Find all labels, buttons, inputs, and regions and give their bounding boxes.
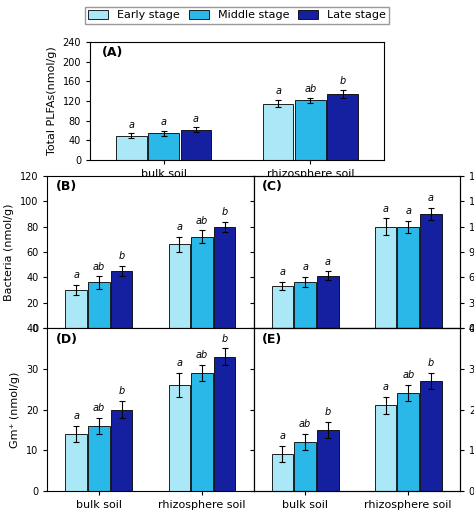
Text: ab: ab	[299, 419, 311, 429]
Text: (B): (B)	[55, 181, 77, 193]
Bar	[88, 426, 109, 491]
Text: ab: ab	[196, 216, 208, 226]
Text: a: a	[325, 257, 331, 267]
Bar	[181, 130, 211, 160]
Text: (D): (D)	[55, 333, 78, 346]
Bar	[65, 290, 87, 328]
Text: b: b	[118, 386, 125, 396]
Bar	[116, 135, 146, 160]
Y-axis label: Gm⁺ (nmol/g): Gm⁺ (nmol/g)	[10, 371, 20, 448]
Text: a: a	[176, 358, 182, 368]
Text: ab: ab	[196, 350, 208, 360]
Bar	[398, 393, 419, 491]
Text: a: a	[302, 262, 308, 272]
Bar	[169, 385, 190, 491]
Bar	[375, 227, 396, 328]
Bar	[317, 276, 338, 328]
Text: ab: ab	[93, 403, 105, 413]
Text: a: a	[73, 270, 79, 280]
Bar	[111, 410, 132, 491]
Bar	[111, 271, 132, 328]
Bar	[88, 282, 109, 328]
Y-axis label: Bacteria (nmol/g): Bacteria (nmol/g)	[4, 203, 14, 301]
Text: b: b	[222, 207, 228, 217]
Text: a: a	[405, 206, 411, 216]
Bar	[148, 133, 179, 160]
Bar	[420, 214, 442, 328]
Text: a: a	[161, 117, 166, 127]
Bar	[375, 405, 396, 491]
Bar	[295, 100, 326, 160]
Text: a: a	[280, 431, 285, 441]
Bar	[420, 381, 442, 491]
Text: ab: ab	[402, 370, 414, 380]
Bar	[328, 93, 358, 160]
Bar	[191, 373, 213, 491]
Text: a: a	[176, 222, 182, 232]
Bar	[398, 227, 419, 328]
Text: a: a	[383, 204, 389, 214]
Bar	[169, 245, 190, 328]
Y-axis label: Total PLFAs(nmol/g): Total PLFAs(nmol/g)	[47, 47, 57, 155]
Text: a: a	[275, 86, 281, 96]
Text: a: a	[280, 267, 285, 277]
Text: b: b	[340, 76, 346, 86]
Legend: Early stage, Middle stage, Late stage: Early stage, Middle stage, Late stage	[85, 7, 389, 24]
Text: (C): (C)	[262, 181, 283, 193]
Text: ab: ab	[304, 84, 317, 94]
Text: b: b	[222, 333, 228, 343]
Text: b: b	[428, 358, 434, 368]
Bar	[191, 237, 213, 328]
Bar	[272, 286, 293, 328]
Text: b: b	[118, 251, 125, 261]
Bar	[65, 434, 87, 491]
Text: (A): (A)	[102, 46, 123, 59]
Bar	[214, 356, 236, 491]
Bar	[272, 454, 293, 491]
Bar	[294, 442, 316, 491]
Text: a: a	[193, 113, 199, 123]
Text: a: a	[383, 382, 389, 392]
Text: a: a	[428, 193, 434, 204]
Bar	[214, 227, 236, 328]
Text: a: a	[73, 411, 79, 421]
Bar	[294, 281, 316, 328]
Text: ab: ab	[93, 261, 105, 271]
Bar	[317, 430, 338, 491]
Bar	[263, 103, 293, 160]
Text: (E): (E)	[262, 333, 282, 346]
Text: b: b	[325, 407, 331, 417]
Text: a: a	[128, 120, 134, 130]
